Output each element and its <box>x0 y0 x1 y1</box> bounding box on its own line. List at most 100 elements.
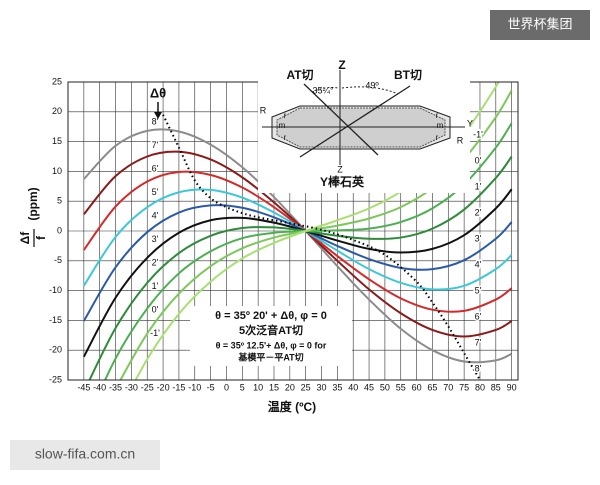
x-tick-label: 70 <box>443 382 453 392</box>
y-tick-label: 20 <box>52 106 62 116</box>
inset-label: r <box>284 133 287 142</box>
x-tick-label: -25 <box>141 382 154 392</box>
x-tick-label: -15 <box>172 382 185 392</box>
x-tick-label: -5 <box>207 382 215 392</box>
locus-line <box>162 114 481 380</box>
annotation: 基模平－平AT切 <box>237 351 303 362</box>
series-label: 6' <box>152 163 159 173</box>
y-tick-label: -20 <box>49 345 62 355</box>
y-tick-label: -25 <box>49 374 62 384</box>
series-label: 3' <box>475 233 482 243</box>
x-tick-label: 55 <box>396 382 406 392</box>
x-tick-label: 15 <box>269 382 279 392</box>
y-tick-label: -5 <box>54 255 62 265</box>
inset-diagram: AT切 BT切 Z Z 35¼° 49º Y R r m r r m r R Y… <box>258 58 473 193</box>
delta-label: Δθ <box>150 85 166 100</box>
bt-cut-line <box>299 85 411 158</box>
inset-label: Y <box>467 118 473 128</box>
series-label: 6' <box>475 311 482 321</box>
x-tick-label: 5 <box>240 382 245 392</box>
x-tick-label: -40 <box>93 382 106 392</box>
series-label: 1' <box>152 281 159 291</box>
inset-label: r <box>436 111 439 120</box>
x-tick-label: 30 <box>317 382 327 392</box>
x-tick-label: 80 <box>475 382 485 392</box>
x-axis-label: 温度 (ºC) <box>268 399 316 414</box>
series-label: 3' <box>152 234 159 244</box>
series-label: 4' <box>475 259 482 269</box>
watermark-box <box>10 440 160 470</box>
x-tick-label: 85 <box>491 382 501 392</box>
delta-arrow-head <box>154 112 162 119</box>
series-label: 0' <box>475 155 482 165</box>
inset-label: Z <box>337 164 343 174</box>
y-label-numerator: Δf <box>18 231 32 245</box>
y-label-unit: (ppm) <box>26 187 40 220</box>
series-label: -1' <box>473 129 483 139</box>
x-tick-label: 0 <box>224 382 229 392</box>
x-tick-label: 65 <box>427 382 437 392</box>
watermark: 世界杯集团 <box>507 16 572 31</box>
inset-label: 49º <box>365 80 379 90</box>
series-label: 8' <box>152 116 159 126</box>
inset-label: 35¼° <box>312 85 334 95</box>
x-tick-label: 10 <box>253 382 263 392</box>
series-label: 7' <box>152 140 159 150</box>
watermark: slow-fifa.com.cn <box>35 446 135 462</box>
x-tick-label: -35 <box>109 382 122 392</box>
inset-label: r <box>284 111 287 120</box>
series-label: 7' <box>475 337 482 347</box>
inset-label: m <box>437 121 444 130</box>
at-cut-line <box>303 83 379 156</box>
x-tick-label: 75 <box>459 382 469 392</box>
series-label: 8' <box>475 363 482 373</box>
y-tick-label: 15 <box>52 136 62 146</box>
inset-label: BT切 <box>394 68 422 82</box>
annotation-box <box>190 306 352 366</box>
angle-arc <box>341 86 399 95</box>
y-tick-label: 0 <box>57 225 62 235</box>
x-tick-label: -10 <box>188 382 201 392</box>
watermark-box <box>490 10 590 40</box>
y-tick-label: 25 <box>52 76 62 86</box>
series-label: 0' <box>152 304 159 314</box>
y-axis-label: Δf f (ppm) <box>18 187 48 247</box>
y-tick-label: -10 <box>49 285 62 295</box>
annotation: θ = 35º 20' + Δθ, φ = 0 <box>215 310 327 322</box>
series-label: 4' <box>152 210 159 220</box>
y-tick-label: 5 <box>57 196 62 206</box>
inset-label: R <box>260 105 267 115</box>
angle-arc <box>311 87 339 93</box>
y-label-denominator: f <box>34 235 48 240</box>
x-tick-label: -45 <box>77 382 90 392</box>
series-label: 5' <box>475 285 482 295</box>
inset-label: Z <box>338 58 345 72</box>
inset-caption: Y棒石英 <box>320 174 365 189</box>
annotation: 5次泛音AT切 <box>239 323 303 337</box>
x-tick-label: 45 <box>364 382 374 392</box>
y-tick-label: 10 <box>52 166 62 176</box>
inset-label: R <box>457 135 464 145</box>
x-tick-label: 40 <box>348 382 358 392</box>
inset-label: r <box>436 133 439 142</box>
x-tick-label: 25 <box>301 382 311 392</box>
x-tick-label: 35 <box>332 382 342 392</box>
curves <box>82 82 513 380</box>
series-label: 5' <box>152 187 159 197</box>
series-label: 1' <box>475 181 482 191</box>
x-tick-label: -20 <box>157 382 170 392</box>
series-label: 2' <box>475 207 482 217</box>
x-tick-label: 90 <box>507 382 517 392</box>
x-tick-label: 60 <box>412 382 422 392</box>
x-tick-label: 50 <box>380 382 390 392</box>
y-tick-label: -15 <box>49 315 62 325</box>
x-tick-label: 20 <box>285 382 295 392</box>
x-tick-label: -30 <box>125 382 138 392</box>
series-label: 2' <box>152 257 159 267</box>
series-label: -1' <box>150 328 160 338</box>
inset-label: m <box>279 121 286 130</box>
inset-label: AT切 <box>286 68 313 82</box>
annotation: θ = 35º 12.5'+ Δθ, φ = 0 for <box>216 340 327 350</box>
